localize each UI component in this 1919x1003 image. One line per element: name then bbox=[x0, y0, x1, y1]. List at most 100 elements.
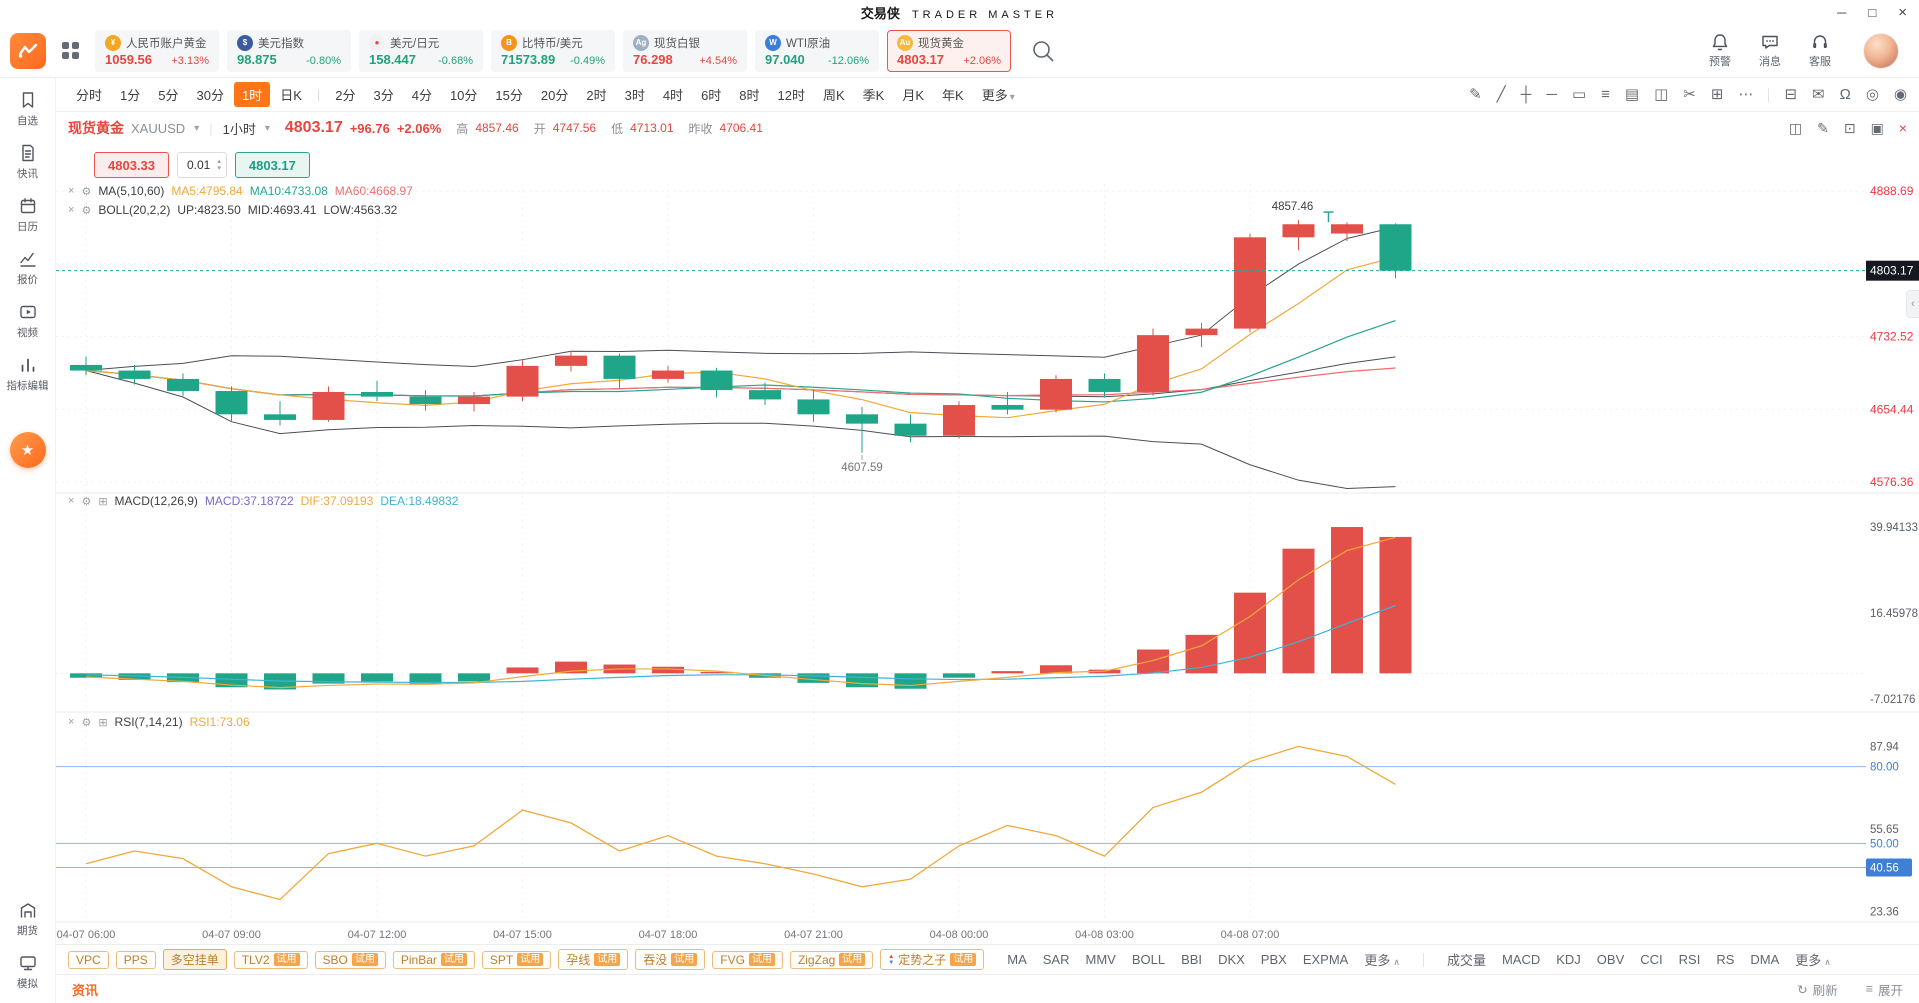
indicator-chip-FVG[interactable]: FVG 试用 bbox=[712, 950, 783, 969]
settings-icon[interactable]: ⚙ bbox=[81, 185, 92, 198]
timeframe-4时[interactable]: 4时 bbox=[662, 88, 684, 103]
settings-icon[interactable]: ⚙ bbox=[81, 495, 92, 508]
indicator-tab-BBI[interactable]: BBI bbox=[1181, 952, 1203, 967]
quote-card[interactable]: Au 现货黄金 4803.17 +2.06% bbox=[887, 29, 1011, 72]
header-action-message[interactable]: 消息 bbox=[1747, 32, 1793, 69]
app-logo-icon[interactable] bbox=[10, 32, 46, 69]
indicator-tab-DKX[interactable]: DKX bbox=[1218, 952, 1245, 967]
visibility-tool-icon[interactable]: ◉ bbox=[1893, 86, 1907, 103]
indicator-tab-CCI[interactable]: CCI bbox=[1640, 952, 1663, 967]
indicator-tab-成交量[interactable]: 成交量 bbox=[1446, 953, 1486, 968]
horizontal-line-tool-icon[interactable]: ─ bbox=[1546, 86, 1557, 103]
timeframe-2时[interactable]: 2时 bbox=[586, 88, 607, 103]
timeframe-3时[interactable]: 3时 bbox=[624, 88, 645, 103]
minimize-button[interactable]: ─ bbox=[1837, 4, 1847, 20]
sidebar-item-video[interactable]: 视频 bbox=[17, 302, 38, 340]
indicator-chip-SBO[interactable]: SBO 试用 bbox=[314, 950, 386, 969]
pencil-tool-icon[interactable]: ✎ bbox=[1469, 86, 1482, 103]
timeframe-8时[interactable]: 8时 bbox=[739, 88, 760, 103]
indicator-chip-PinBar[interactable]: PinBar 试用 bbox=[392, 950, 475, 969]
indicator-tab-MA[interactable]: MA bbox=[1007, 952, 1027, 967]
quote-card[interactable]: ● 美元/日元 158.447 -0.68% bbox=[359, 29, 483, 72]
indicator-chip-TLV2[interactable]: TLV2 试用 bbox=[233, 950, 308, 969]
indicator-tab-RS[interactable]: RS bbox=[1716, 952, 1735, 967]
indicator-tab-BOLL[interactable]: BOLL bbox=[1131, 952, 1166, 967]
timeframe-4分[interactable]: 4分 bbox=[411, 88, 432, 103]
timeframe-30分[interactable]: 30分 bbox=[196, 88, 224, 103]
indicator-chip-ZigZag[interactable]: ZigZag 试用 bbox=[789, 950, 874, 969]
timeframe-季K[interactable]: 季K bbox=[862, 88, 885, 103]
quote-card[interactable]: Ag 现货白银 76.298 +4.54% bbox=[623, 29, 747, 72]
pattern-tool-icon[interactable]: ▤ bbox=[1624, 86, 1640, 103]
rect-tool-icon[interactable]: ▭ bbox=[1571, 86, 1587, 103]
buy-price-button[interactable]: 4803.17 bbox=[234, 152, 310, 178]
timeframe-日K[interactable]: 日K bbox=[280, 88, 302, 103]
fib-tool-icon[interactable]: ≡ bbox=[1601, 86, 1610, 103]
timeframe-12时[interactable]: 12时 bbox=[777, 88, 805, 103]
sidebar-item-news[interactable]: 快讯 bbox=[17, 143, 38, 181]
timeframes-more-button[interactable]: 更多 ▾ bbox=[974, 82, 1023, 107]
interval-select[interactable]: 1小时 bbox=[222, 121, 256, 137]
timeframe-3分[interactable]: 3分 bbox=[373, 88, 394, 103]
indicator-chip-多空挂单[interactable]: 多空挂单 bbox=[162, 949, 227, 970]
indicator-tab-更多[interactable]: 更多 ∧ bbox=[1795, 953, 1831, 968]
indicator-chip-吞没[interactable]: 吞没 试用 bbox=[635, 949, 706, 970]
eraser-tool-icon[interactable]: ✂ bbox=[1683, 86, 1696, 103]
apps-grid-icon[interactable] bbox=[62, 42, 79, 59]
timeframe-年K[interactable]: 年K bbox=[942, 88, 964, 103]
stepper-up-icon[interactable]: ▴ bbox=[217, 158, 221, 165]
indicator-chip-PPS[interactable]: PPS bbox=[115, 950, 156, 969]
sidebar-item-quotes[interactable]: 报价 bbox=[17, 249, 38, 287]
add-pane-tool-icon[interactable]: ⊞ bbox=[1710, 86, 1724, 103]
close-indicator-icon[interactable]: × bbox=[68, 495, 75, 507]
close-indicator-icon[interactable]: × bbox=[68, 204, 75, 216]
timeframe-1分[interactable]: 1分 bbox=[120, 88, 141, 103]
symbol-code[interactable]: XAUUSD bbox=[131, 120, 186, 136]
timeframe-2分[interactable]: 2分 bbox=[335, 88, 356, 103]
target-tool-icon[interactable]: ◎ bbox=[1865, 86, 1879, 103]
indicator-tab-OBV[interactable]: OBV bbox=[1596, 952, 1625, 967]
indicator-chip-定势之子[interactable]: ▲ ▼ 定势之子 试用 bbox=[880, 949, 985, 970]
quantity-stepper[interactable]: 0.01 ▴ ▾ bbox=[177, 152, 227, 178]
more-tools-icon[interactable]: ⋯ bbox=[1738, 86, 1754, 103]
header-action-service[interactable]: 客服 bbox=[1797, 32, 1843, 69]
indicator-chip-VPC[interactable]: VPC bbox=[68, 950, 109, 969]
trend-line-tool-icon[interactable]: ╱ bbox=[1496, 86, 1506, 103]
collapse-panel-icon[interactable]: ‹ bbox=[1906, 290, 1919, 318]
indicator-chip-孕线[interactable]: 孕线 试用 bbox=[558, 949, 629, 970]
indicator-tab-EXPMA[interactable]: EXPMA bbox=[1302, 952, 1349, 967]
expand-pane-icon[interactable]: ⊞ bbox=[98, 495, 108, 508]
user-avatar[interactable] bbox=[1863, 32, 1899, 69]
chart-style-icon[interactable]: ◫ bbox=[1788, 119, 1803, 136]
indicator-tab-KDJ[interactable]: KDJ bbox=[1556, 952, 1581, 967]
news-tab[interactable]: 资讯 bbox=[72, 980, 98, 999]
fullscreen-icon[interactable]: ▣ bbox=[1870, 119, 1884, 136]
indicator-tab-SAR[interactable]: SAR bbox=[1042, 952, 1070, 967]
refresh-button[interactable]: ↻ 刷新 bbox=[1797, 980, 1838, 999]
settings-icon[interactable]: ⚙ bbox=[81, 716, 92, 729]
timeframe-20分[interactable]: 20分 bbox=[540, 88, 569, 103]
stepper-down-icon[interactable]: ▾ bbox=[217, 165, 221, 172]
layout-tool-icon[interactable]: ◫ bbox=[1654, 86, 1669, 103]
timeframe-10分[interactable]: 10分 bbox=[449, 88, 478, 103]
sidebar-item-calendar[interactable]: 日历 bbox=[17, 196, 38, 234]
search-button[interactable] bbox=[1029, 37, 1057, 65]
indicator-tab-更多[interactable]: 更多 ∧ bbox=[1364, 953, 1400, 968]
timeframe-月K[interactable]: 月K bbox=[902, 88, 925, 103]
magnet-tool-icon[interactable]: Ω bbox=[1839, 86, 1851, 103]
sidebar-item-editor[interactable]: 指标编辑 bbox=[7, 355, 49, 393]
edit-chart-icon[interactable]: ✎ bbox=[1817, 119, 1829, 136]
quote-card[interactable]: W WTI原油 97.040 -12.06% bbox=[755, 29, 879, 72]
expand-pane-icon[interactable]: ⊞ bbox=[98, 716, 108, 729]
quote-card[interactable]: $ 美元指数 98.875 -0.80% bbox=[227, 29, 351, 72]
close-chart-icon[interactable]: × bbox=[1898, 119, 1907, 136]
close-indicator-icon[interactable]: × bbox=[68, 716, 75, 728]
chevron-down-icon[interactable]: ▾ bbox=[194, 122, 200, 134]
maximize-button[interactable]: □ bbox=[1868, 4, 1877, 20]
header-action-alert[interactable]: 预警 bbox=[1697, 32, 1743, 69]
indicator-tab-PBX[interactable]: PBX bbox=[1260, 952, 1287, 967]
sidebar-item-favorites[interactable]: 自选 bbox=[17, 90, 38, 128]
indicator-tab-MMV[interactable]: MMV bbox=[1085, 952, 1116, 967]
settings-icon[interactable]: ⚙ bbox=[81, 204, 92, 217]
